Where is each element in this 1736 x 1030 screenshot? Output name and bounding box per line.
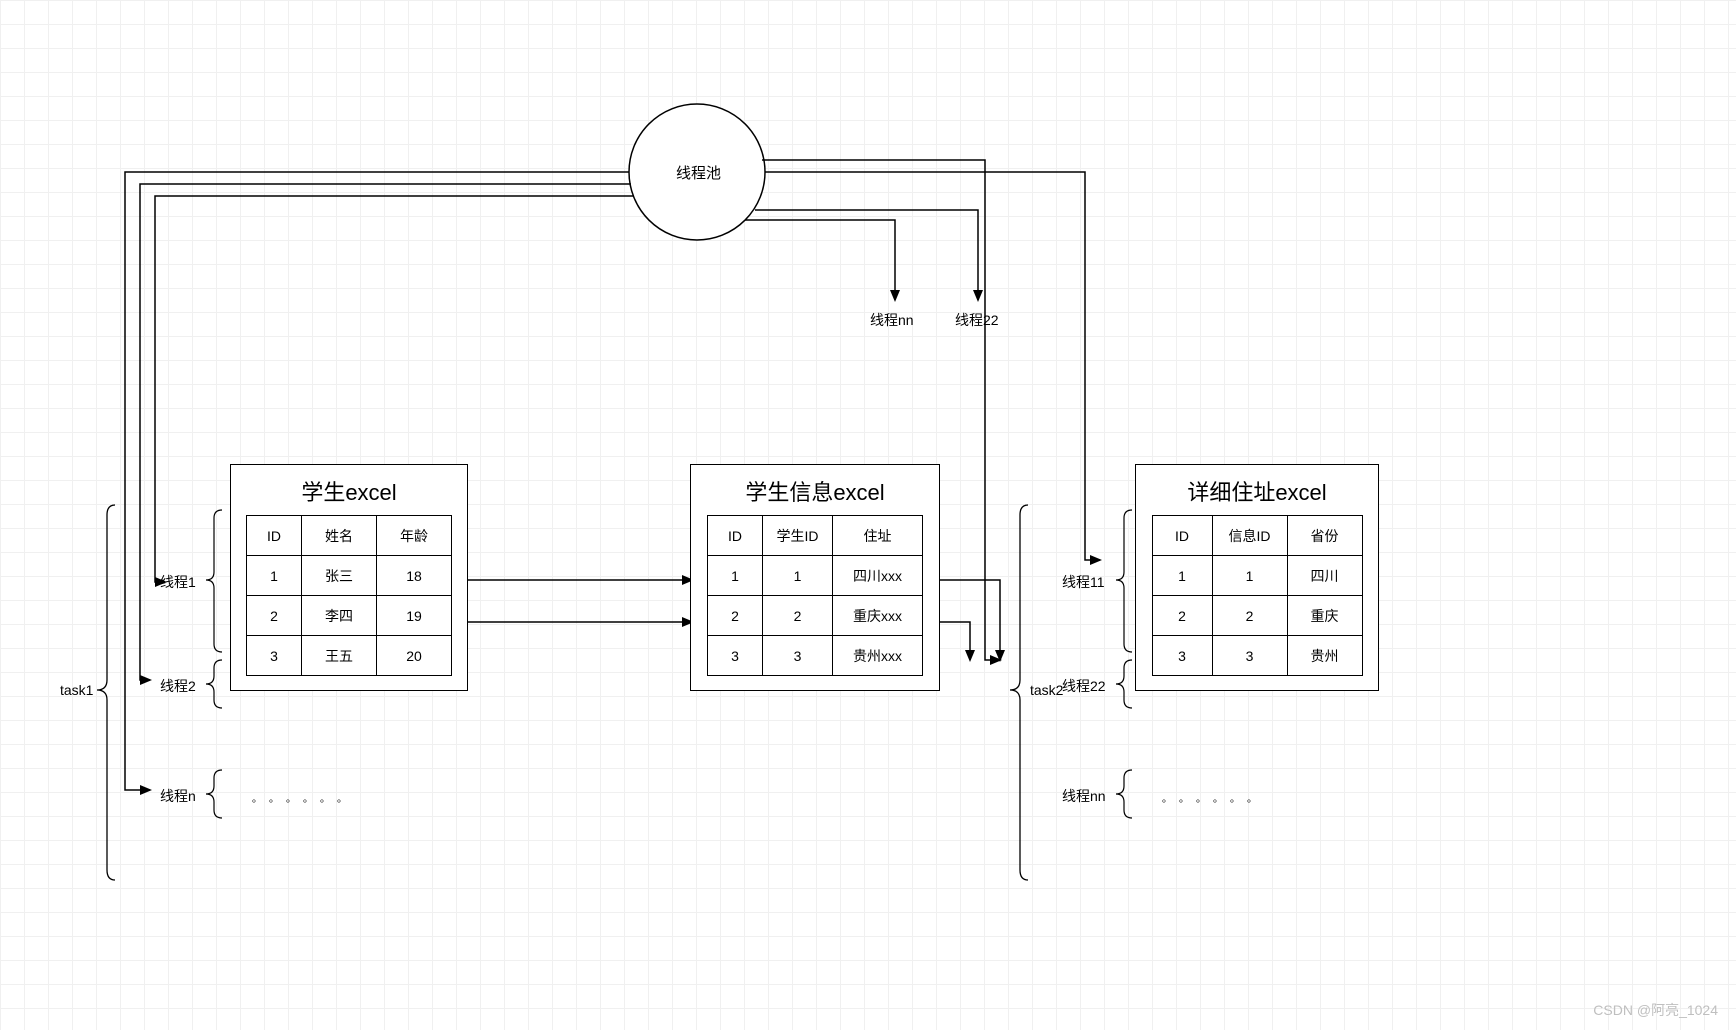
col-address: 住址 [833,516,923,556]
thread-nn-label: 线程nn [870,310,914,330]
diagram-canvas: 线程池 线程nn 线程22 task1 线程1 线程2 线程n task2 线程… [0,0,1736,1030]
col-id: ID [1152,516,1212,556]
student-excel-table: 学生excel ID 姓名 年龄 1 张三 18 2 李四 19 3 王五 20 [230,464,468,691]
col-name: 姓名 [302,516,377,556]
task1-threadn-label: 线程n [160,786,196,806]
col-province: 省份 [1287,516,1362,556]
task2-dots: 。。。。。。 [1162,790,1269,805]
table-row: ID 学生ID 住址 [708,516,923,556]
col-id: ID [247,516,302,556]
table-row: 1 张三 18 [247,556,452,596]
task2-threadnn-label: 线程nn [1062,786,1106,806]
task1-label: task1 [60,682,93,698]
student-info-excel-table: 学生信息excel ID 学生ID 住址 1 1 四川xxx 2 2 重庆xxx… [690,464,940,691]
col-info-id: 信息ID [1212,516,1287,556]
table-row: 1 1 四川 [1152,556,1362,596]
info-table-title: 学生信息excel [691,465,939,515]
thread-22-label: 线程22 [955,310,999,330]
task2-thread11-label: 线程11 [1062,572,1105,592]
watermark: CSDN @阿亮_1024 [1593,1000,1718,1020]
table-row: 3 王五 20 [247,636,452,676]
task1-thread2-label: 线程2 [160,676,196,696]
address-grid: ID 信息ID 省份 1 1 四川 2 2 重庆 3 3 贵州 [1152,515,1363,676]
info-grid: ID 学生ID 住址 1 1 四川xxx 2 2 重庆xxx 3 3 贵州xxx [707,515,923,676]
table-row: 2 2 重庆xxx [708,596,923,636]
address-excel-table: 详细住址excel ID 信息ID 省份 1 1 四川 2 2 重庆 3 3 贵… [1135,464,1379,691]
address-table-title: 详细住址excel [1136,465,1378,515]
table-row: 3 3 贵州xxx [708,636,923,676]
table-row: ID 姓名 年龄 [247,516,452,556]
student-grid: ID 姓名 年龄 1 张三 18 2 李四 19 3 王五 20 [246,515,452,676]
thread-pool-label: 线程池 [676,162,721,183]
task2-label: task2 [1030,682,1063,698]
task1-dots: 。。。。。。 [252,790,359,805]
table-row: 2 李四 19 [247,596,452,636]
col-student-id: 学生ID [763,516,833,556]
student-table-title: 学生excel [231,465,467,515]
table-row: ID 信息ID 省份 [1152,516,1362,556]
task1-thread1-label: 线程1 [160,572,196,592]
task2-thread22-label: 线程22 [1062,676,1106,696]
table-row: 2 2 重庆 [1152,596,1362,636]
col-age: 年龄 [377,516,452,556]
table-row: 1 1 四川xxx [708,556,923,596]
table-row: 3 3 贵州 [1152,636,1362,676]
col-id: ID [708,516,763,556]
